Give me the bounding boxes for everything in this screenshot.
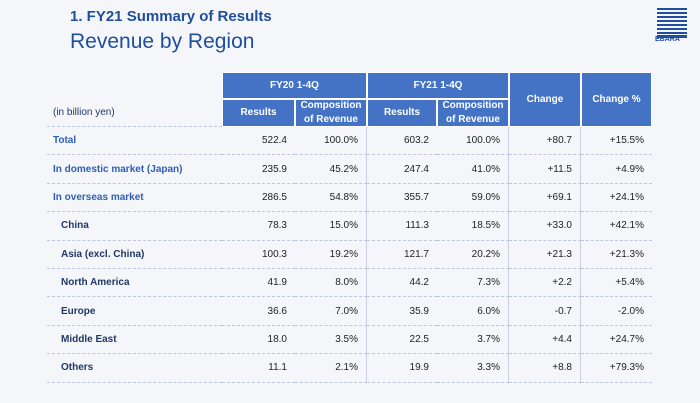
- cell-value: 286.5: [222, 184, 295, 213]
- cell-value: 235.9: [222, 155, 295, 184]
- cell-value: 54.8%: [295, 183, 367, 213]
- cell-value: 247.4: [367, 155, 437, 184]
- cell-value: 59.0%: [437, 183, 509, 213]
- cell-value: 7.0%: [295, 297, 367, 326]
- sub-header: Results: [367, 99, 437, 127]
- row-label: In domestic market (Japan): [47, 155, 222, 184]
- cell-value: +4.4: [509, 325, 581, 355]
- cell-value: 100.3: [222, 241, 295, 269]
- cell-value: 20.2%: [437, 240, 509, 269]
- cell-value: 3.3%: [437, 354, 509, 383]
- cell-value: 3.5%: [295, 325, 367, 355]
- row-label: North America: [47, 269, 222, 298]
- row-label: In overseas market: [47, 184, 222, 213]
- cell-value: 121.7: [367, 241, 437, 269]
- slide-title: Revenue by Region: [70, 30, 255, 53]
- row-label: Asia (excl. China): [47, 241, 222, 269]
- cell-value: -0.7: [509, 297, 581, 326]
- cell-value: 3.7%: [437, 325, 509, 355]
- cell-value: 522.4: [222, 127, 295, 156]
- cell-value: 41.0%: [437, 155, 509, 184]
- cell-value: 36.6: [222, 297, 295, 326]
- cell-value: 100.0%: [295, 127, 367, 156]
- cell-value: +11.5: [509, 155, 581, 184]
- sub-header: Results: [222, 99, 295, 127]
- cell-value: +42.1%: [581, 212, 652, 241]
- sub-header: Composition of Revenue: [437, 99, 509, 127]
- unit-label: (in billion yen): [47, 99, 222, 127]
- cell-value: +15.5%: [581, 127, 652, 156]
- logo-mark: [657, 8, 687, 38]
- cell-value: +21.3: [509, 240, 581, 269]
- row-label: China: [47, 212, 222, 241]
- cell-value: +2.2: [509, 269, 581, 298]
- cell-value: 19.9: [367, 354, 437, 383]
- logo-text: EBARA: [655, 36, 680, 43]
- cell-value: +69.1: [509, 183, 581, 213]
- cell-value: 78.3: [222, 212, 295, 241]
- sub-header: Composition of Revenue: [295, 99, 367, 127]
- cell-value: 18.0: [222, 326, 295, 355]
- row-label: Europe: [47, 297, 222, 326]
- change-header: Change: [509, 72, 581, 127]
- cell-value: 111.3: [367, 212, 437, 241]
- section-title: 1. FY21 Summary of Results: [70, 8, 272, 25]
- cell-value: 15.0%: [295, 212, 367, 241]
- cell-value: 7.3%: [437, 269, 509, 298]
- cell-value: -2.0%: [581, 297, 652, 326]
- cell-value: 22.5: [367, 326, 437, 355]
- cell-value: 19.2%: [295, 240, 367, 269]
- cell-value: +33.0: [509, 212, 581, 241]
- cell-value: 6.0%: [437, 297, 509, 326]
- cell-value: 45.2%: [295, 155, 367, 184]
- cell-value: 41.9: [222, 269, 295, 298]
- cell-value: 44.2: [367, 269, 437, 298]
- cell-value: 8.0%: [295, 269, 367, 298]
- row-label: Total: [47, 127, 222, 156]
- cell-value: +80.7: [509, 127, 581, 156]
- cell-value: +5.4%: [581, 269, 652, 298]
- group-header: FY21 1-4Q: [367, 72, 509, 99]
- cell-value: +24.7%: [581, 326, 652, 355]
- cell-value: 11.1: [222, 354, 295, 383]
- cell-value: 355.7: [367, 184, 437, 213]
- cell-value: 603.2: [367, 127, 437, 156]
- cell-value: 18.5%: [437, 212, 509, 241]
- row-label: Middle East: [47, 326, 222, 355]
- cell-value: 2.1%: [295, 354, 367, 383]
- cell-value: +79.3%: [581, 354, 652, 383]
- group-header: FY20 1-4Q: [222, 72, 367, 99]
- cell-value: +4.9%: [581, 155, 652, 184]
- cell-value: 35.9: [367, 297, 437, 326]
- cell-value: 100.0%: [437, 127, 509, 156]
- change-header: Change %: [581, 72, 652, 127]
- cell-value: +24.1%: [581, 184, 652, 213]
- cell-value: +8.8: [509, 354, 581, 383]
- cell-value: +21.3%: [581, 241, 652, 269]
- row-label: Others: [47, 354, 222, 383]
